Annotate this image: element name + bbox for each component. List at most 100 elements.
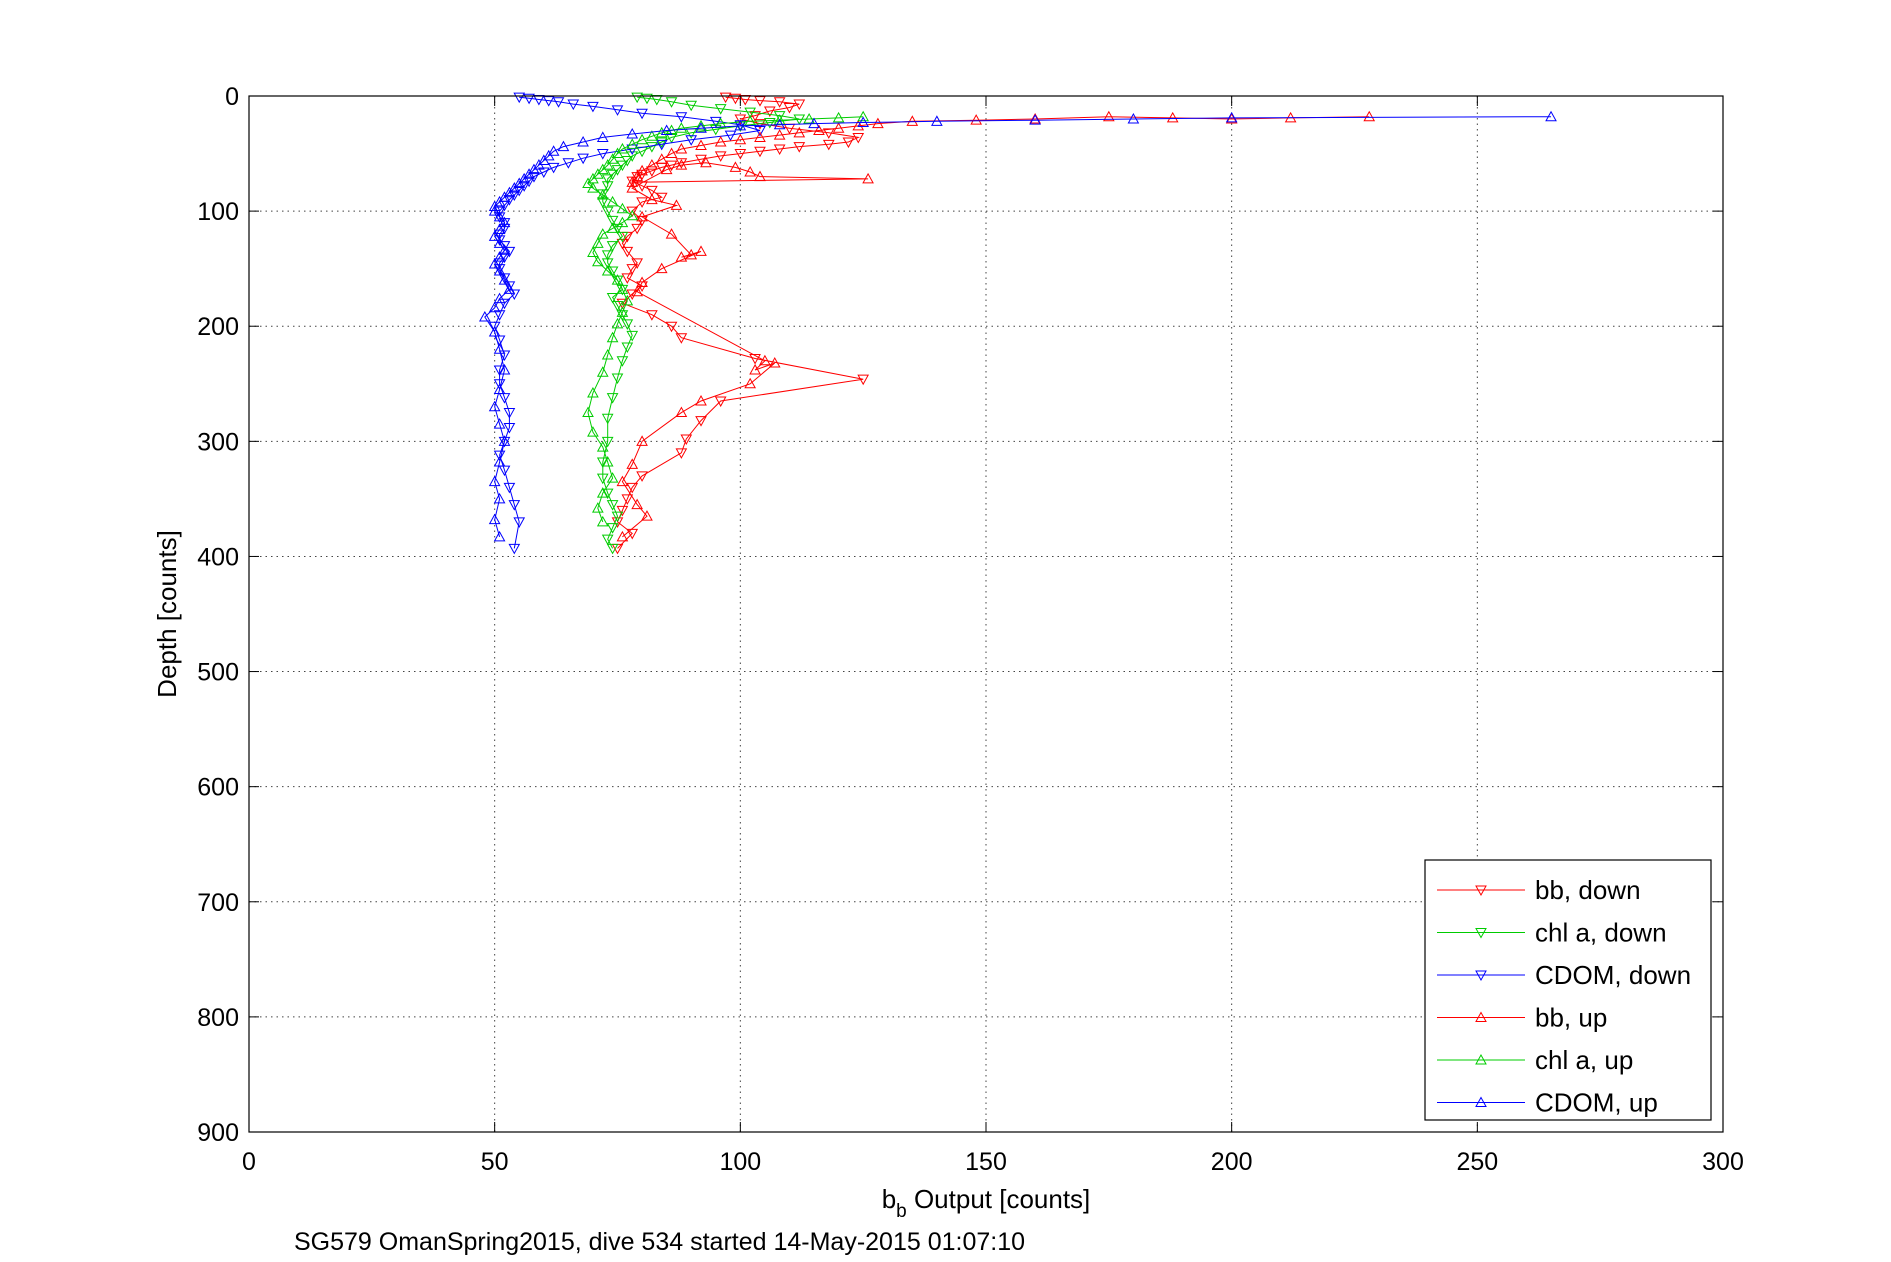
data-point (503, 283, 516, 294)
data-point (513, 177, 526, 188)
data-point (631, 498, 644, 510)
data-point (493, 365, 506, 376)
data-point (503, 482, 516, 494)
data-point (606, 195, 619, 207)
data-point (626, 182, 639, 193)
data-point (488, 301, 501, 313)
data-point (1029, 112, 1041, 124)
data-point (754, 126, 766, 137)
legend-label: CDOM, up (1535, 1088, 1658, 1118)
data-point (493, 206, 506, 218)
data-point (577, 153, 589, 165)
data-point (493, 450, 506, 462)
data-point (675, 251, 688, 262)
data-point (1545, 110, 1557, 122)
legend-entry: chl a, down (1437, 918, 1667, 948)
data-point (626, 206, 639, 218)
data-point (695, 119, 707, 131)
data-point (488, 513, 501, 525)
legend-box (1424, 859, 1712, 1121)
data-point (862, 172, 874, 184)
data-point (621, 294, 634, 306)
y-tick-label: 800 (197, 1004, 239, 1032)
y-tick-label: 900 (197, 1119, 239, 1147)
data-point (611, 223, 624, 235)
data-point (626, 176, 639, 187)
data-point (601, 456, 614, 467)
data-point (621, 246, 634, 258)
data-point (749, 111, 761, 122)
data-point (695, 416, 707, 427)
data-point (601, 264, 614, 276)
data-point (493, 251, 506, 262)
data-point (611, 301, 624, 312)
data-point (655, 153, 668, 164)
y-tick-label: 700 (197, 889, 239, 917)
data-point (655, 137, 668, 149)
data-point (503, 186, 516, 198)
data-point (596, 366, 609, 377)
data-point (970, 114, 983, 125)
data-point (601, 534, 614, 546)
data-point (759, 354, 771, 366)
data-point (793, 99, 806, 111)
data-point (714, 104, 727, 115)
series-layer (478, 92, 1557, 555)
data-point (621, 494, 634, 505)
x-tick-label: 250 (1456, 1148, 1498, 1176)
data-point (695, 139, 707, 150)
data-point (1166, 111, 1179, 123)
data-point (626, 138, 639, 149)
data-point (931, 115, 943, 126)
data-point (498, 363, 511, 375)
data-point (744, 165, 757, 177)
data-point (606, 153, 619, 164)
data-point (714, 117, 727, 129)
data-point (606, 500, 619, 511)
data-point (616, 505, 629, 517)
data-point (498, 216, 511, 228)
data-point (793, 142, 806, 153)
data-point (636, 471, 648, 482)
data-point (557, 140, 570, 152)
data-point (596, 473, 609, 485)
y-tick-label: 500 (197, 659, 239, 687)
x-tick-label: 100 (719, 1148, 761, 1176)
x-tick-label: 50 (481, 1148, 509, 1176)
data-point (616, 202, 629, 214)
data-point (695, 154, 707, 166)
data-point (478, 310, 491, 322)
data-point (680, 434, 693, 446)
data-point (493, 264, 506, 276)
data-point (537, 154, 550, 165)
data-point (665, 228, 678, 239)
data-point (488, 475, 501, 487)
data-point (636, 133, 648, 145)
data-point (567, 99, 580, 111)
data-point (675, 122, 688, 133)
data-point (665, 147, 678, 159)
data-point (547, 145, 560, 156)
data-point (655, 192, 668, 204)
data-point (493, 418, 506, 429)
data-point (606, 543, 619, 555)
data-point (646, 193, 658, 205)
data-point (596, 228, 609, 239)
data-point (626, 264, 639, 275)
legend-entry: bb, up (1437, 1003, 1607, 1033)
data-point (675, 406, 688, 418)
data-point (729, 161, 742, 172)
data-point (626, 144, 639, 155)
data-point (493, 530, 506, 542)
data-point (729, 93, 742, 105)
data-point (596, 197, 609, 208)
data-point (822, 128, 835, 139)
data-point (621, 342, 634, 353)
data-point (621, 273, 634, 284)
data-point (503, 281, 516, 292)
legend-marker (1475, 1011, 1487, 1022)
data-point (754, 170, 766, 182)
x-tick-label: 300 (1702, 1148, 1744, 1176)
x-tick-label: 0 (242, 1148, 256, 1176)
data-point (606, 472, 619, 483)
